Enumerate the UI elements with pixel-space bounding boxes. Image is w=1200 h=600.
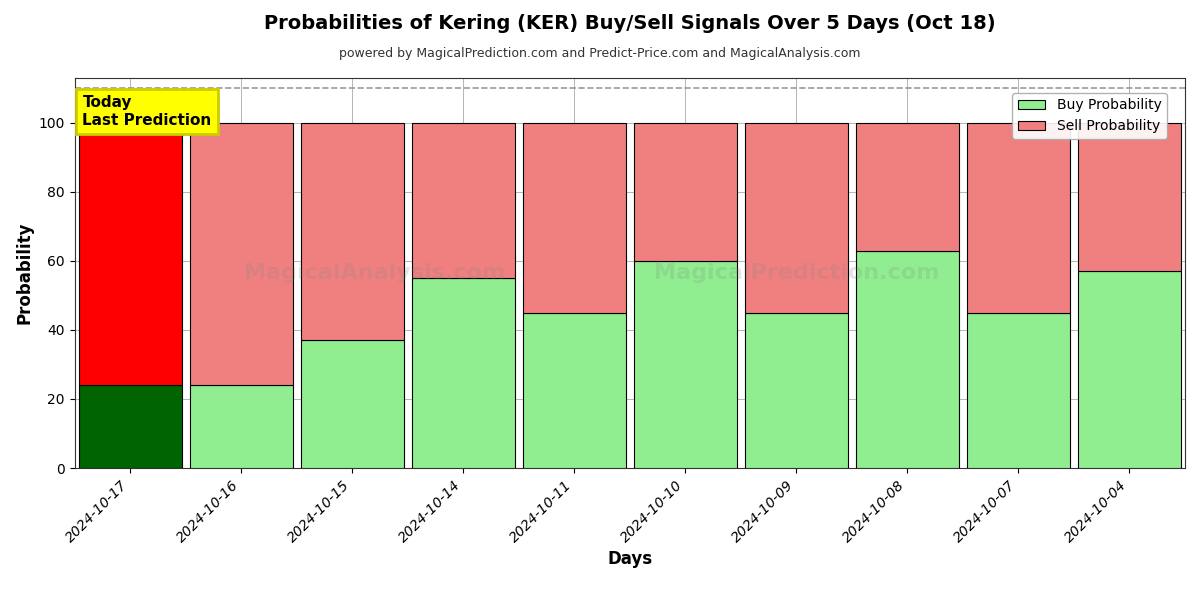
Bar [190,123,293,385]
Bar [1078,271,1181,468]
Text: MagicalPrediction.com: MagicalPrediction.com [654,263,940,283]
Bar [190,385,293,468]
X-axis label: Days: Days [607,550,653,568]
Text: Today
Last Prediction: Today Last Prediction [83,95,211,128]
Bar [856,251,959,468]
Bar [967,313,1070,468]
Bar [523,313,626,468]
Bar [745,123,848,313]
Text: powered by MagicalPrediction.com and Predict-Price.com and MagicalAnalysis.com: powered by MagicalPrediction.com and Pre… [340,47,860,60]
Legend: Buy Probability, Sell Probability: Buy Probability, Sell Probability [1012,93,1166,139]
Bar [301,340,404,468]
Y-axis label: Probability: Probability [16,222,34,324]
Bar [634,123,737,261]
Bar [634,261,737,468]
Bar [78,385,182,468]
Bar [856,123,959,251]
Bar [1078,123,1181,271]
Bar [412,278,515,468]
Bar [301,123,404,340]
Bar [523,123,626,313]
Bar [967,123,1070,313]
Bar [745,313,848,468]
Title: Probabilities of Kering (KER) Buy/Sell Signals Over 5 Days (Oct 18): Probabilities of Kering (KER) Buy/Sell S… [264,14,996,34]
Bar [412,123,515,278]
Text: MagicalAnalysis.com: MagicalAnalysis.com [244,263,505,283]
Bar [78,123,182,385]
